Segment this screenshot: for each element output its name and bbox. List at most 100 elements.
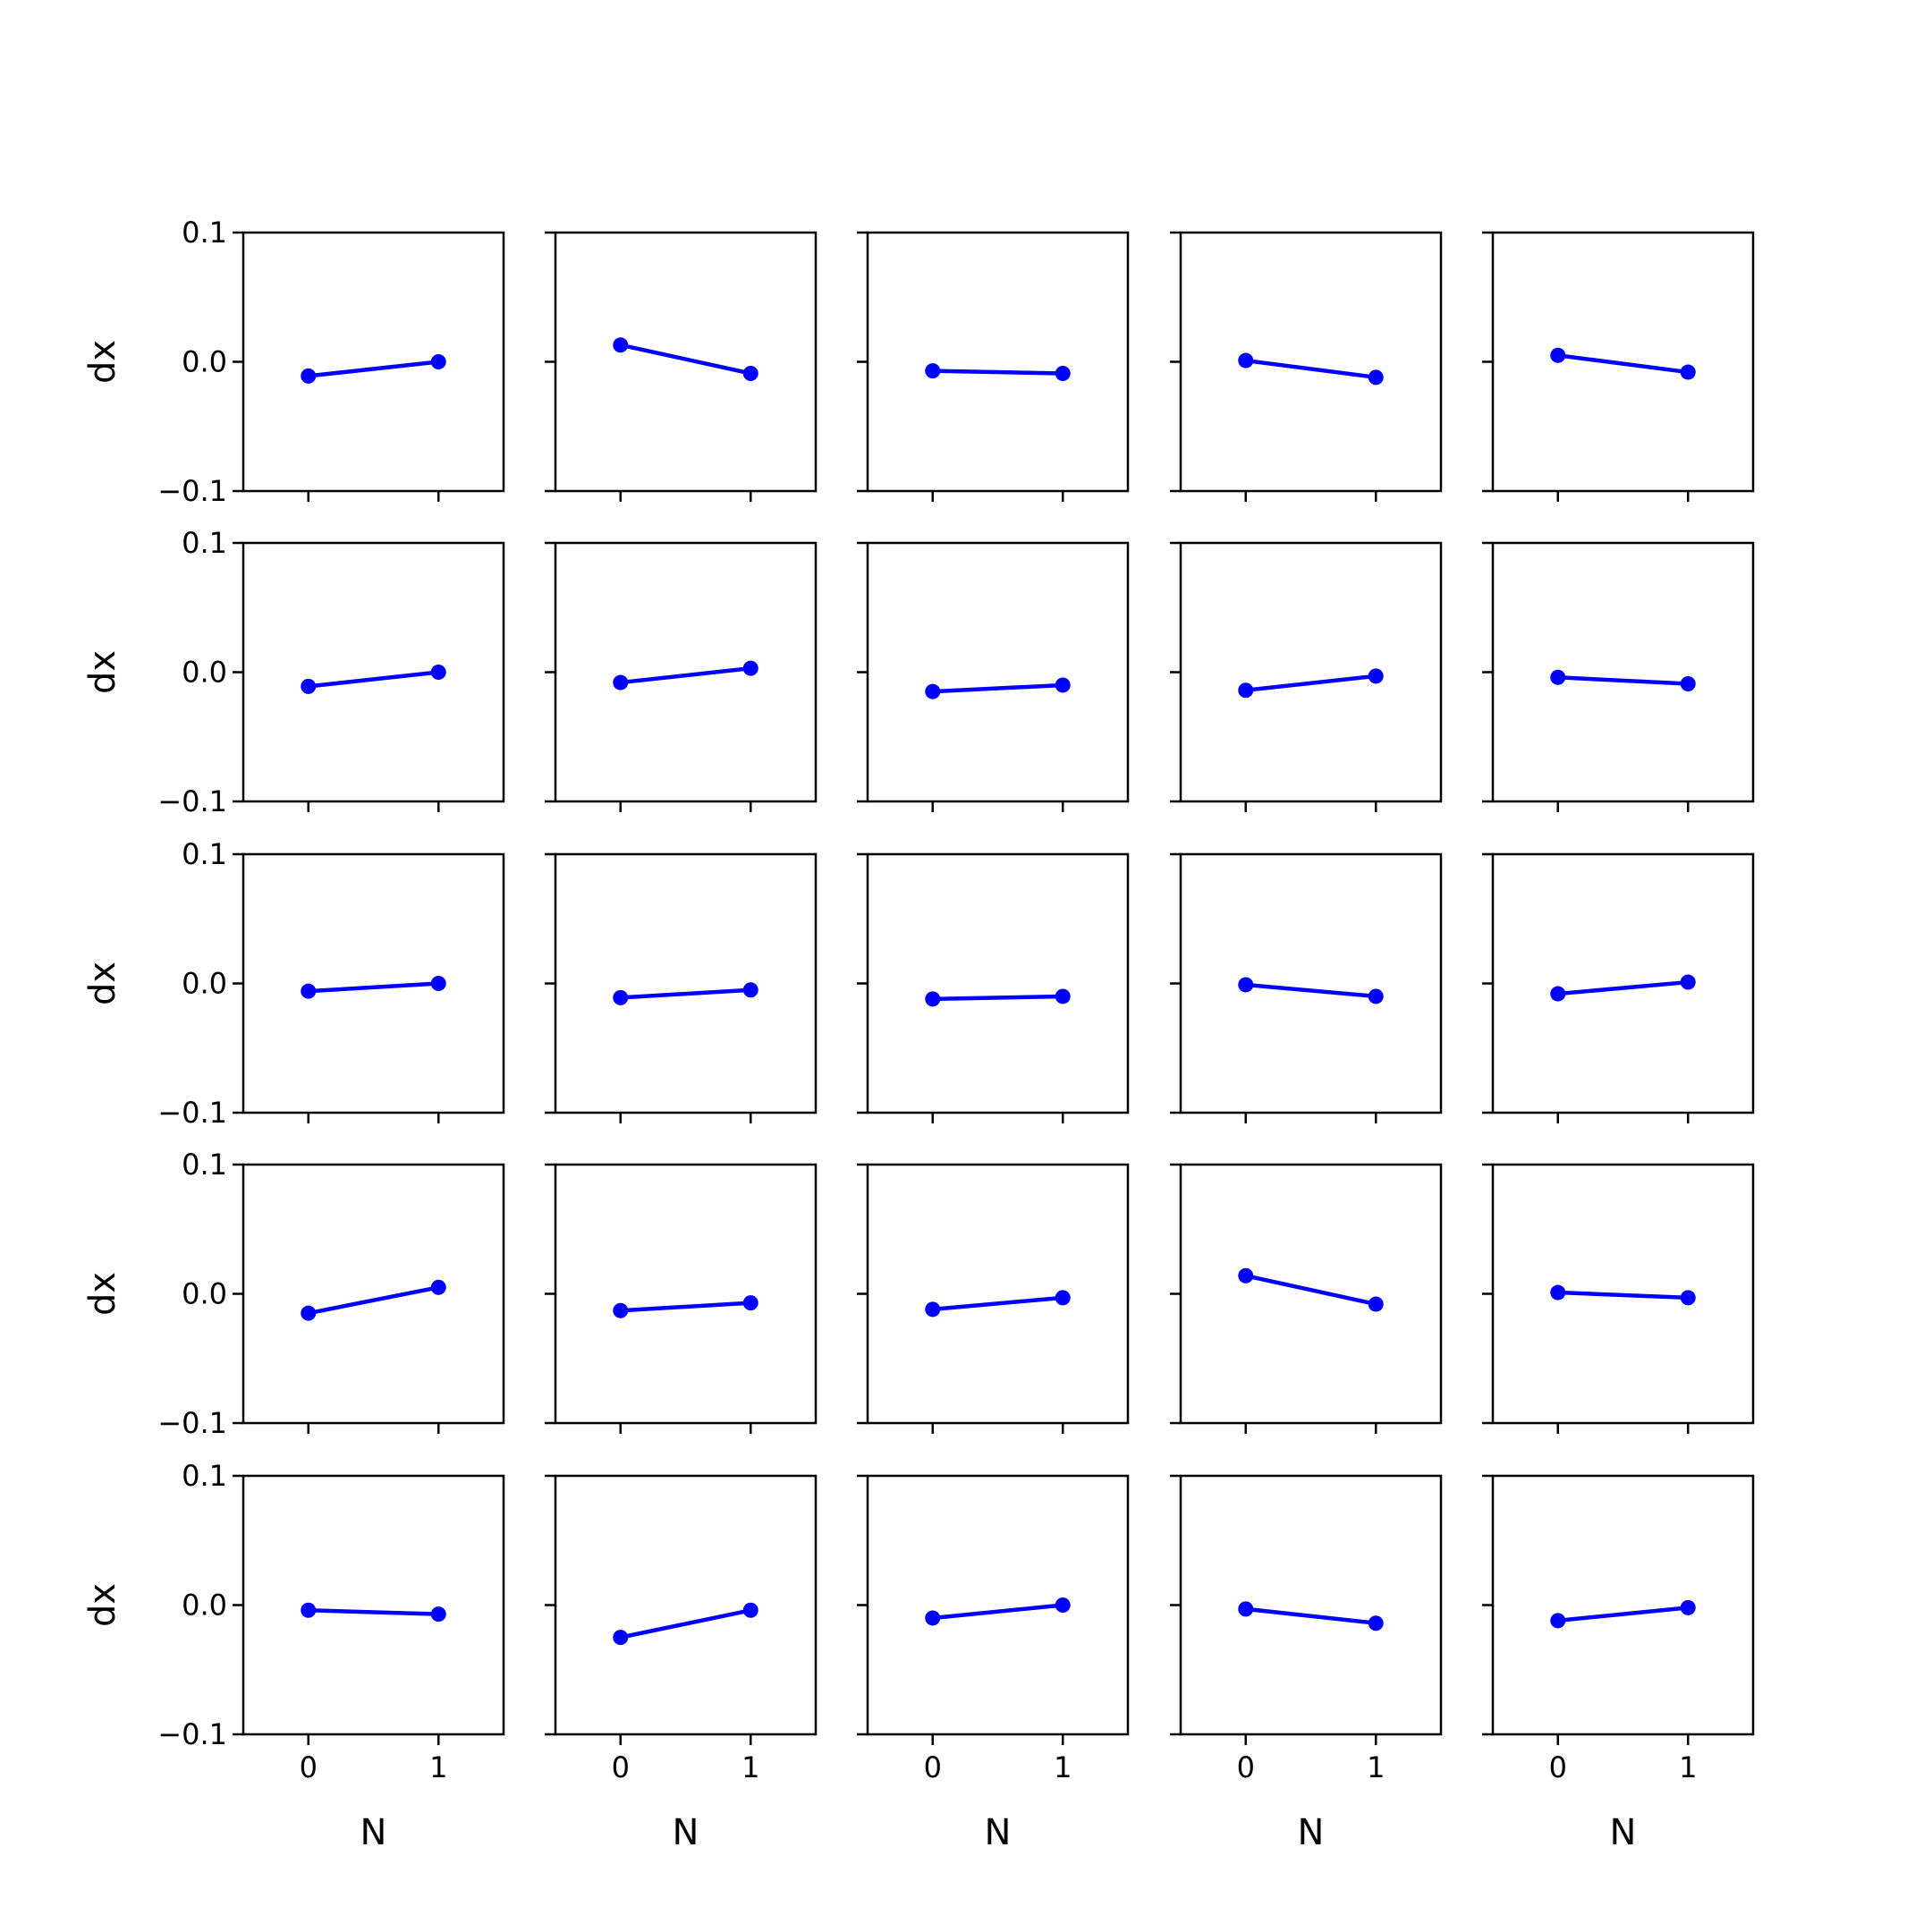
subplot-r2c3-data-point [925,683,941,699]
subplot-r4c1-ytick-label: −0.1 [157,1406,227,1440]
subplot-r5c1-series-line [308,1608,439,1616]
subplot-r4c3-data-point [925,1301,941,1318]
subplot-r3c1-series-line [308,981,439,994]
subplot-r4c1-ytick-label: 0.1 [182,1148,227,1182]
subplot-r5c4-xtick-label: 1 [1367,1750,1385,1784]
subplot-r2c4-data-point [1368,668,1384,684]
subplot-r5c1-xlabel: N [360,1812,387,1853]
subplot-r5c2-xtick-label: 1 [741,1750,759,1784]
subplot-r2c1-data-point [430,665,446,680]
subplot-r4c3-series-line [932,1295,1063,1312]
subplot-r2c3-frame [866,541,1130,803]
subplot-r1c1-ytick-label: 0.0 [182,345,227,379]
subplot-r3c1-ytick-label: −0.1 [157,1096,227,1130]
subplot-r4c1-ylabel: dx [82,1272,123,1316]
subplot-r2c4-frame [1179,541,1443,803]
subplot-r3c2-series-line [620,987,751,1000]
subplot-r1c1-data-point [301,368,317,384]
subplot-r3c5-data-point [1550,986,1566,1002]
subplot-r2c1-ytick-label: 0.0 [182,656,227,690]
subplot-r1c1-series-line [308,360,439,378]
subplot-r3c1-ytick-label: 0.1 [182,837,227,871]
subplot-r4c1-series-line [308,1285,439,1316]
subplot-r5c3-data-point [925,1610,941,1626]
subplot-r2c1-frame [242,541,505,803]
subplot-r1c1-data-point [430,354,446,369]
subplot-r3c1-ytick-label: 0.0 [182,967,227,1001]
subplot-r2c1-ytick-label: −0.1 [157,784,227,818]
subplot-r5c4-data-point [1368,1615,1384,1631]
subplot-r2c3-data-point [1055,677,1071,693]
subplot-r2c1-data-point [301,678,317,694]
subplot-r3c3-data-point [1055,988,1071,1004]
subplot-r2c3-series-line [932,682,1063,694]
subplot-r2c1-ytick-label: 0.1 [182,526,227,560]
subplot-r5c1-ytick-label: 0.1 [182,1459,227,1493]
subplot-r5c1-xtick-label: 0 [300,1750,318,1784]
subplot-r5c5-data-point [1680,1599,1696,1615]
subplot-r5c3-xtick-label: 1 [1054,1750,1072,1784]
subplot-r3c4-series-line [1245,982,1377,999]
subplot-r1c2-frame [554,231,818,493]
subplot-r5c3-data-point [1055,1597,1071,1613]
subplot-r5c5-frame [1491,1474,1755,1736]
subplot-r3c1-ylabel: dx [82,962,123,1005]
subplot-r1c2-series-line [620,343,751,376]
subplot-r2c5-data-point [1680,676,1696,692]
subplot-r4c3-frame [866,1163,1130,1425]
subplot-r5c1-frame [242,1474,505,1736]
subplot-r1c5-data-point [1680,364,1696,380]
subplot-r4c2-data-point [742,1295,758,1311]
subplot-r3c4-frame [1179,852,1443,1114]
subplot-r1c4-series-line [1245,358,1377,380]
subplot-r5c2-xlabel: N [673,1812,699,1853]
subplot-r2c5-series-line [1557,675,1689,686]
subplot-r1c4-frame [1179,231,1443,493]
subplot-r4c5-series-line [1557,1290,1689,1301]
subplot-r4c1-ytick-label: 0.0 [182,1277,227,1311]
subplot-r1c1-ylabel: dx [82,340,123,384]
subplot-r1c1-ytick-label: 0.1 [182,216,227,250]
subplot-r4c3-data-point [1055,1290,1071,1306]
subplot-r5c1-xtick-label: 1 [429,1750,447,1784]
subplot-r4c4-series-line [1245,1274,1377,1307]
subplot-r5c5-xlabel: N [1610,1812,1637,1853]
subplot-r1c2-data-point [742,366,758,382]
subplot-r2c2-data-point [742,660,758,676]
subplot-r5c4-series-line [1245,1606,1377,1625]
subplot-r5c2-frame [554,1474,818,1736]
subplot-r3c3-frame [866,852,1130,1114]
subplot-r2c2-series-line [620,665,751,685]
subplot-r1c1-ytick-label: −0.1 [157,474,227,508]
subplot-r5c2-data-point [742,1602,758,1618]
subplot-r5c4-xlabel: N [1298,1812,1325,1853]
subplot-r5c2-data-point [613,1630,629,1646]
subplot-r2c1-series-line [308,670,439,689]
subplot-r4c2-series-line [620,1301,751,1313]
subplot-r5c1-ylabel: dx [82,1583,123,1627]
subplot-r4c5-data-point [1680,1290,1696,1306]
subplot-r3c2-data-point [742,982,758,998]
subplot-r4c2-frame [554,1163,818,1425]
subplot-r1c3-data-point [925,363,941,379]
subplot-r2c4-data-point [1238,682,1254,699]
subplot-r4c4-frame [1179,1163,1443,1425]
subplot-r5c1-data-point [430,1606,446,1623]
subplot-r5c1-ytick-label: −0.1 [157,1717,227,1751]
subplot-r5c4-data-point [1238,1601,1254,1617]
subplot-r5c2-xtick-label: 0 [612,1750,630,1784]
subplot-r1c3-frame [866,231,1130,493]
subplot-r1c5-data-point [1550,347,1566,363]
subplot-r2c5-frame [1491,541,1755,803]
subplot-r3c1-data-point [301,983,317,999]
subplot-r5c3-frame [866,1474,1130,1736]
subplot-r4c4-data-point [1368,1296,1384,1312]
subplot-r5c1-ytick-label: 0.0 [182,1589,227,1623]
subplot-r3c5-series-line [1557,979,1689,996]
subplot-r3c3-data-point [925,991,941,1007]
subplot-r5c5-series-line [1557,1606,1689,1623]
subplot-r5c4-frame [1179,1474,1443,1736]
subplot-r1c3-data-point [1055,366,1071,382]
subplot-r5c5-xtick-label: 1 [1679,1750,1697,1784]
